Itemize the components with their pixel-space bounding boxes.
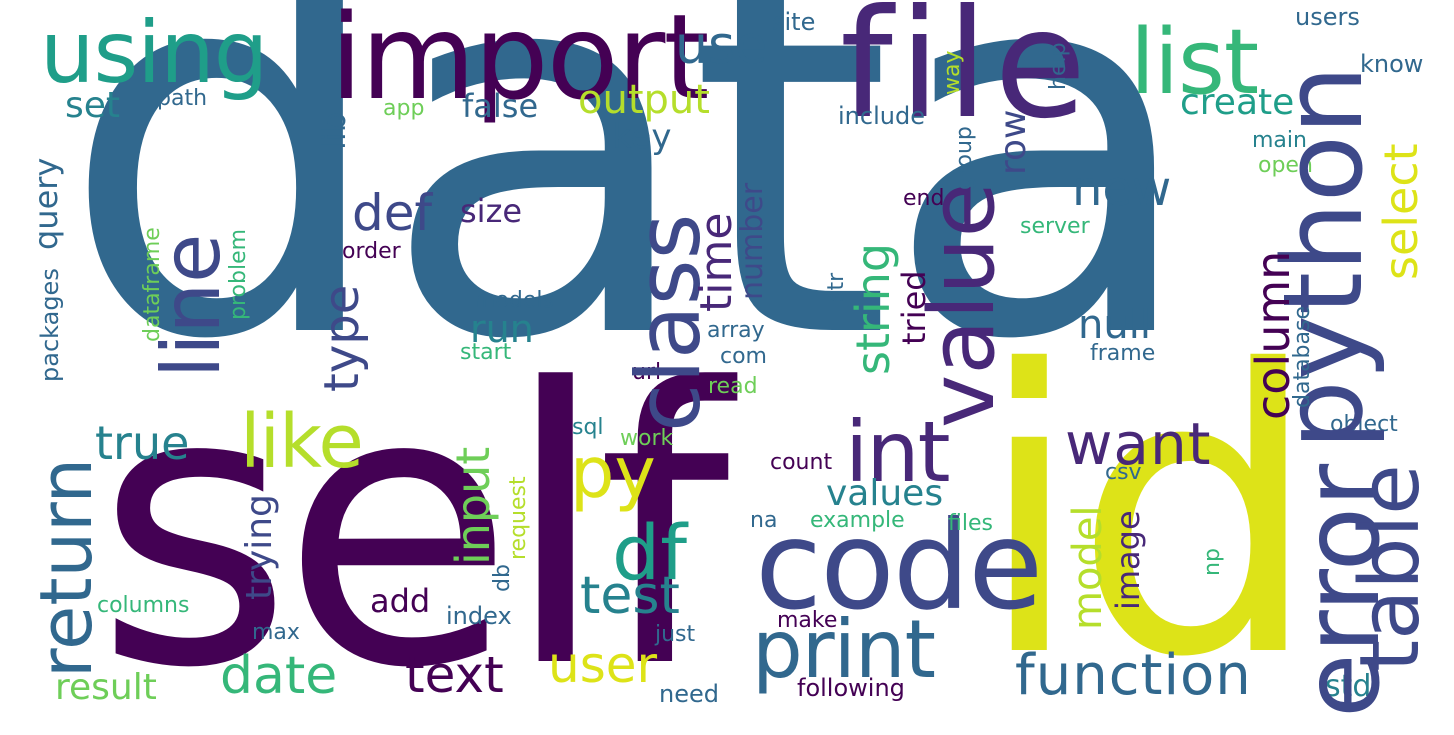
word-lib: lib — [315, 111, 353, 150]
word-know: know — [1360, 50, 1424, 78]
word-number: number — [735, 182, 770, 300]
word-site: site — [772, 8, 816, 36]
word-run: run — [470, 307, 534, 351]
word-files: files — [948, 511, 993, 536]
word-add: add — [370, 582, 431, 620]
word-example: example — [810, 508, 905, 533]
word-object: object — [1330, 412, 1398, 437]
word-com: com — [720, 344, 767, 369]
word-test: test — [580, 566, 680, 626]
word-time: time — [691, 212, 742, 312]
word-work: work — [620, 426, 674, 451]
word-image: image — [1109, 510, 1147, 610]
word-max: max — [252, 620, 300, 645]
word-new: new — [1072, 161, 1172, 217]
word-use: use — [675, 16, 768, 76]
word-packages: packages — [36, 268, 64, 382]
word-need: need — [659, 680, 719, 708]
word-csv: csv — [1105, 460, 1142, 485]
word-select: select — [1374, 143, 1428, 280]
word-data: data — [60, 0, 1201, 453]
word-make: make — [777, 608, 838, 633]
word-main: main — [1252, 128, 1307, 153]
word-na: na — [750, 508, 778, 533]
word-group: group — [952, 126, 977, 190]
word-true: true — [95, 416, 190, 470]
word-request: request — [506, 476, 531, 560]
word-input: input — [446, 446, 500, 565]
word-list: list — [1130, 10, 1259, 115]
word-read: read — [708, 374, 758, 399]
word-model: model — [1065, 505, 1111, 630]
word-help: help — [1046, 42, 1071, 90]
word-open: open — [1258, 153, 1313, 178]
word-using: using — [40, 3, 268, 103]
word-just: just — [655, 622, 696, 647]
word-query: query — [27, 157, 65, 250]
word-database: database — [1290, 306, 1315, 408]
word-row: row — [993, 109, 1034, 175]
word-str: str — [824, 272, 849, 302]
word-id: id — [975, 288, 1321, 735]
word-values: values — [826, 473, 944, 514]
word-dataframe: dataframe — [140, 227, 165, 342]
word-index: index — [446, 602, 512, 630]
word-path: path — [157, 86, 208, 111]
word-table: table — [1343, 464, 1438, 672]
word-def: def — [352, 184, 433, 242]
word-server: server — [1020, 214, 1090, 239]
word-users: users — [1295, 3, 1360, 31]
word-type: type — [314, 284, 370, 392]
word-start: start — [460, 340, 512, 365]
word-np: np — [1200, 548, 1225, 576]
word-frame: frame — [1090, 341, 1156, 366]
word-result: result — [55, 667, 157, 708]
word-order: order — [342, 239, 401, 264]
word-text: text — [405, 646, 504, 704]
word-create: create — [1180, 82, 1295, 123]
word-set: set — [65, 85, 121, 126]
word-columns: columns — [97, 593, 190, 618]
word-function: function — [1015, 643, 1252, 708]
word-include: include — [838, 102, 925, 130]
word-user: user — [548, 636, 658, 694]
word-output: output — [578, 77, 710, 123]
word-app: app — [383, 96, 425, 121]
word-end: end — [903, 186, 945, 211]
word-like: like — [240, 399, 364, 485]
word-import: import — [330, 0, 710, 126]
word-db: db — [490, 564, 515, 592]
word-self: self — [95, 308, 730, 735]
word-want: want — [1065, 410, 1212, 478]
word-key: key — [612, 117, 672, 157]
word-way: way — [940, 50, 965, 96]
word-return: return — [24, 457, 108, 678]
word-size: size — [460, 192, 523, 230]
word-file: file — [840, 0, 1093, 152]
word-code: code — [755, 495, 1043, 637]
word-std: std — [1325, 669, 1372, 704]
word-print: print — [752, 603, 936, 696]
word-trying: trying — [239, 494, 280, 600]
word-tried: tried — [895, 270, 933, 345]
word-models: models — [474, 288, 554, 313]
word-date: date — [220, 646, 338, 706]
word-problem: problem — [226, 228, 251, 320]
word-count: count — [770, 450, 833, 475]
word-py: py — [570, 432, 656, 514]
word-string: string — [846, 242, 900, 375]
word-false: false — [462, 87, 539, 125]
word-int: int — [845, 403, 951, 501]
word-array: array — [707, 318, 765, 343]
word-df: df — [612, 508, 687, 597]
word-url: url — [632, 360, 662, 385]
word-null: null — [1078, 302, 1151, 348]
word-sql: sql — [572, 415, 604, 440]
word-following: following — [797, 674, 905, 702]
